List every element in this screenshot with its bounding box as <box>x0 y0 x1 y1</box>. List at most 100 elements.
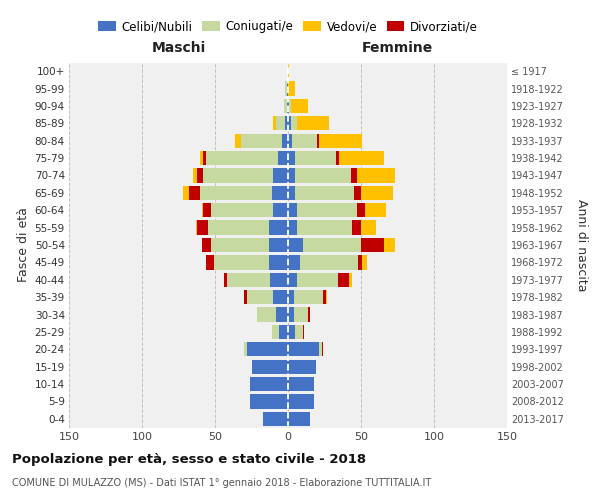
Bar <box>336 151 339 165</box>
Bar <box>288 220 297 234</box>
Bar <box>279 325 288 339</box>
Bar <box>241 134 282 148</box>
Text: Femmine: Femmine <box>362 41 433 55</box>
Bar <box>288 290 294 304</box>
Bar <box>214 256 269 270</box>
Bar <box>297 220 352 234</box>
Bar <box>272 325 279 339</box>
Bar <box>269 256 288 270</box>
Bar <box>361 220 376 234</box>
Text: Maschi: Maschi <box>151 41 206 55</box>
Bar <box>323 290 326 304</box>
Bar <box>288 203 297 218</box>
Y-axis label: Fasce di età: Fasce di età <box>17 208 31 282</box>
Bar <box>203 168 274 182</box>
Bar <box>295 325 302 339</box>
Bar <box>235 134 241 148</box>
Bar <box>288 64 289 78</box>
Bar <box>288 99 289 113</box>
Bar <box>287 82 288 96</box>
Bar <box>274 168 288 182</box>
Bar <box>202 238 211 252</box>
Y-axis label: Anni di nascita: Anni di nascita <box>575 198 588 291</box>
Bar <box>358 256 362 270</box>
Bar <box>294 308 308 322</box>
Bar <box>206 256 214 270</box>
Bar <box>288 238 302 252</box>
Bar <box>308 308 310 322</box>
Bar <box>288 151 295 165</box>
Bar <box>288 377 314 391</box>
Bar <box>269 220 288 234</box>
Bar <box>284 99 287 113</box>
Bar <box>319 134 362 148</box>
Bar <box>365 203 386 218</box>
Bar <box>356 203 365 218</box>
Bar <box>288 116 291 130</box>
Bar <box>288 360 316 374</box>
Bar <box>288 394 314 408</box>
Bar <box>247 342 288 356</box>
Bar <box>291 99 308 113</box>
Bar <box>224 272 227 287</box>
Bar <box>295 168 351 182</box>
Bar <box>197 220 208 234</box>
Bar <box>244 290 247 304</box>
Bar <box>271 272 288 287</box>
Bar <box>200 186 272 200</box>
Bar <box>385 238 395 252</box>
Bar <box>339 151 385 165</box>
Bar <box>247 290 274 304</box>
Bar <box>257 308 277 322</box>
Bar <box>288 186 295 200</box>
Bar <box>338 272 349 287</box>
Bar <box>196 220 197 234</box>
Bar <box>197 168 203 182</box>
Bar <box>189 186 200 200</box>
Bar <box>288 308 294 322</box>
Bar <box>208 220 269 234</box>
Bar <box>288 325 295 339</box>
Bar <box>354 186 361 200</box>
Bar <box>263 412 288 426</box>
Bar <box>292 134 317 148</box>
Bar <box>277 308 288 322</box>
Bar <box>361 238 385 252</box>
Bar <box>272 186 288 200</box>
Bar <box>288 168 295 182</box>
Bar <box>274 116 277 130</box>
Bar <box>351 168 356 182</box>
Bar <box>203 203 211 218</box>
Bar <box>299 256 358 270</box>
Text: COMUNE DI MULAZZO (MS) - Dati ISTAT 1° gennaio 2018 - Elaborazione TUTTITALIA.IT: COMUNE DI MULAZZO (MS) - Dati ISTAT 1° g… <box>12 478 431 488</box>
Bar <box>288 342 319 356</box>
Bar <box>211 238 269 252</box>
Bar <box>227 272 271 287</box>
Bar <box>274 203 288 218</box>
Bar <box>297 272 338 287</box>
Bar <box>203 151 206 165</box>
Bar <box>274 290 288 304</box>
Bar <box>361 186 393 200</box>
Bar <box>322 342 323 356</box>
Bar <box>295 186 354 200</box>
Bar <box>200 151 203 165</box>
Bar <box>269 238 288 252</box>
Bar <box>251 360 288 374</box>
Bar <box>282 134 288 148</box>
Bar <box>285 116 288 130</box>
Bar <box>295 151 336 165</box>
Bar <box>250 394 288 408</box>
Bar <box>288 412 310 426</box>
Bar <box>356 168 395 182</box>
Bar <box>287 99 288 113</box>
Bar <box>291 116 297 130</box>
Bar <box>302 238 361 252</box>
Bar <box>319 342 322 356</box>
Bar <box>289 99 291 113</box>
Bar <box>202 203 203 218</box>
Bar <box>183 186 189 200</box>
Bar <box>211 203 274 218</box>
Bar <box>288 272 297 287</box>
Bar <box>297 203 356 218</box>
